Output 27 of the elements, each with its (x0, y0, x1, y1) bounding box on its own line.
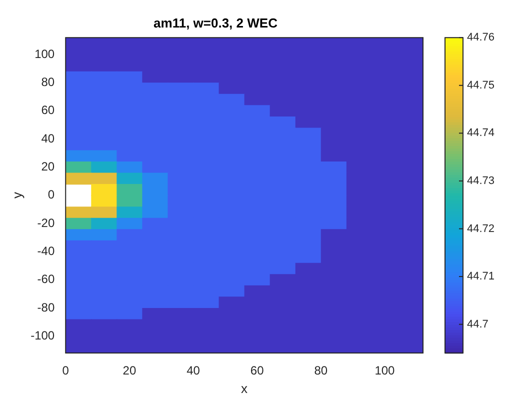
x-tick-label: 20 (122, 364, 136, 378)
y-axis-title: y (9, 192, 24, 199)
color-bar-label: 44.75 (467, 79, 495, 92)
y-tick-label: 60 (41, 103, 55, 118)
y-tick-label: 40 (41, 131, 55, 146)
color-bar-label: 44.76 (467, 32, 495, 44)
y-tick-label: 0 (48, 188, 55, 202)
y-tick-label: -20 (37, 216, 55, 230)
y-tick-label: 80 (41, 74, 55, 89)
color-bar-label: 44.73 (467, 174, 495, 187)
x-tick-label: 80 (314, 364, 328, 378)
x-tick-label: 40 (186, 364, 200, 378)
y-tick-label: -40 (37, 244, 55, 258)
y-tick-label: 20 (41, 159, 55, 174)
x-tick-label: 60 (250, 364, 264, 378)
color-bar-label: 44.7 (467, 318, 488, 330)
x-tick-label: 0 (62, 364, 70, 378)
y-tick-label: -60 (37, 272, 55, 286)
color-bar-label: 44.74 (467, 127, 495, 140)
y-tick-label: -80 (37, 300, 55, 314)
y-tick-label: 100 (34, 46, 55, 61)
x-axis-title: x (241, 380, 248, 396)
y-tick-label: -100 (30, 328, 55, 342)
x-tick-label: 100 (374, 364, 396, 378)
color-bar-label: 44.72 (467, 222, 495, 235)
color-bar-label: 44.71 (467, 270, 495, 283)
chart-title: am11, w=0.3, 2 WEC (154, 15, 278, 30)
